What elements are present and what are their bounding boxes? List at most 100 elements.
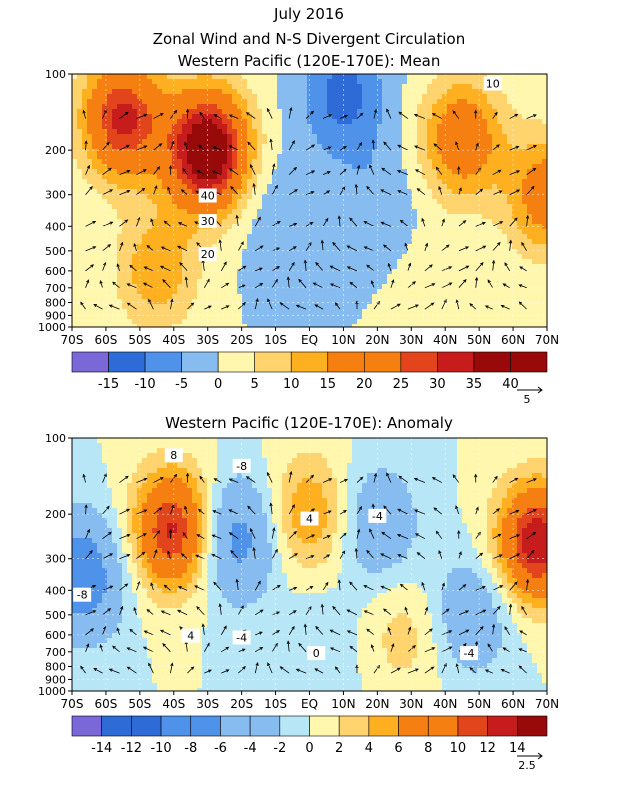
field-cell <box>72 139 78 145</box>
field-cell <box>332 189 338 195</box>
field-cell <box>277 304 283 310</box>
field-cell <box>227 264 233 270</box>
field-cell <box>372 94 378 100</box>
field-cell <box>127 89 133 95</box>
field-cell <box>167 234 173 240</box>
field-cell <box>277 109 283 115</box>
field-cell <box>497 124 503 130</box>
field-cell <box>167 159 173 165</box>
field-cell <box>232 274 238 280</box>
field-cell <box>402 204 408 210</box>
field-cell <box>387 119 393 125</box>
field-cell <box>292 149 298 155</box>
field-cell <box>347 79 353 85</box>
field-cell <box>307 249 313 255</box>
field-cell <box>522 129 528 135</box>
field-cell <box>457 319 463 325</box>
field-cell <box>362 144 368 150</box>
field-cell <box>367 239 373 245</box>
field-cell <box>447 314 453 320</box>
field-cell <box>477 149 483 155</box>
field-cell <box>87 289 93 295</box>
field-cell <box>272 299 278 305</box>
field-cell <box>482 129 488 135</box>
field-cell <box>312 139 318 145</box>
field-cell <box>92 99 98 105</box>
field-cell <box>412 139 418 145</box>
field-cell <box>247 104 253 110</box>
wind-vector <box>102 244 111 252</box>
field-cell <box>412 109 418 115</box>
field-cell <box>457 299 463 305</box>
field-cell <box>282 99 288 105</box>
field-cell <box>122 99 128 105</box>
field-cell <box>387 99 393 105</box>
field-cell <box>422 294 428 300</box>
field-cell <box>267 274 273 280</box>
field-cell <box>412 299 418 305</box>
field-cell <box>122 204 128 210</box>
field-cell <box>297 229 303 235</box>
field-cell <box>157 124 163 130</box>
wind-vector <box>136 114 147 119</box>
field-cell <box>277 164 283 170</box>
field-cell <box>117 129 123 135</box>
field-cell <box>322 319 328 325</box>
field-cell <box>367 274 373 280</box>
field-cell <box>372 319 378 325</box>
field-cell <box>207 209 213 215</box>
field-cell <box>277 99 283 105</box>
field-cell <box>477 124 483 130</box>
field-cell <box>247 274 253 280</box>
field-cell <box>182 274 188 280</box>
field-cell <box>532 124 538 130</box>
field-cell <box>112 79 118 85</box>
field-cell <box>457 144 463 150</box>
field-cell <box>402 194 408 200</box>
field-cell <box>307 284 313 290</box>
field-cell <box>137 219 143 225</box>
field-cell <box>97 74 103 80</box>
field-cell <box>212 139 218 145</box>
field-cell <box>377 164 383 170</box>
field-cell <box>362 284 368 290</box>
field-cell <box>172 284 178 290</box>
field-cell <box>397 289 403 295</box>
field-cell <box>127 149 133 155</box>
field-cell <box>492 154 498 160</box>
field-cell <box>187 244 193 250</box>
field-cell <box>407 84 413 90</box>
field-cell <box>537 124 543 130</box>
wind-vector-head <box>143 145 148 149</box>
field-cell <box>527 229 533 235</box>
field-cell <box>277 284 283 290</box>
field-cell <box>362 194 368 200</box>
field-cell <box>177 309 183 315</box>
field-cell <box>412 209 418 215</box>
field-cell <box>422 144 428 150</box>
field-cell <box>237 99 243 105</box>
field-cell <box>147 174 153 180</box>
field-cell <box>107 94 113 100</box>
field-cell <box>172 204 178 210</box>
field-cell <box>542 244 547 250</box>
field-cell <box>122 279 128 285</box>
field-cell <box>202 264 208 270</box>
field-cell <box>492 129 498 135</box>
field-cell <box>352 104 358 110</box>
field-cell <box>362 204 368 210</box>
field-cell <box>317 109 323 115</box>
field-cell <box>337 174 343 180</box>
field-cell <box>327 244 333 250</box>
field-cell <box>232 309 238 315</box>
field-cell <box>82 274 88 280</box>
field-cell <box>507 154 513 160</box>
field-cell <box>92 259 98 265</box>
field-cell <box>452 164 458 170</box>
field-cell <box>467 319 473 325</box>
field-cell <box>407 309 413 315</box>
field-cell <box>272 149 278 155</box>
field-cell <box>487 319 493 325</box>
field-cell <box>302 304 308 310</box>
field-cell <box>452 264 458 270</box>
